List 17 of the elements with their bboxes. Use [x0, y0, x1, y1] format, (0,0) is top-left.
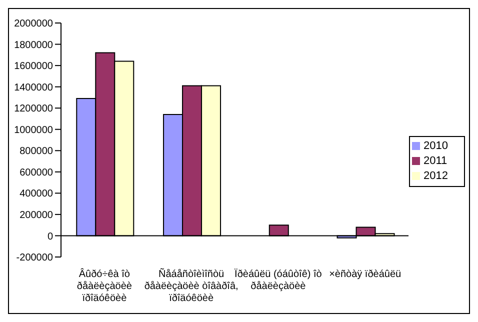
y-tick-label: 0 — [47, 231, 54, 242]
y-tick-label: 1600000 — [14, 61, 54, 72]
y-tick-label: 2000000 — [14, 18, 54, 30]
legend-label: 2011 — [424, 154, 448, 166]
y-tick-label: 1200000 — [14, 104, 54, 115]
y-tick-label: 800000 — [20, 146, 54, 158]
y-tick-label: 1000000 — [14, 124, 54, 136]
y-tick-label: 1400000 — [14, 82, 54, 94]
y-tick-label: 400000 — [20, 188, 54, 200]
y-tick-label: 200000 — [20, 210, 54, 222]
y-tick-label: 600000 — [20, 167, 54, 178]
x-tick-label: Âûðó÷êà îò ðåàëèçàöèè ïðîäóêöèè — [76, 268, 132, 304]
x-tick-label: ×èñòàÿ ïðèáûëü — [329, 269, 402, 280]
legend-label: 2012 — [424, 170, 448, 182]
y-tick-label: 1800000 — [14, 40, 54, 51]
y-tick-label: -200000 — [16, 252, 54, 264]
legend-label: 2010 — [424, 140, 448, 152]
